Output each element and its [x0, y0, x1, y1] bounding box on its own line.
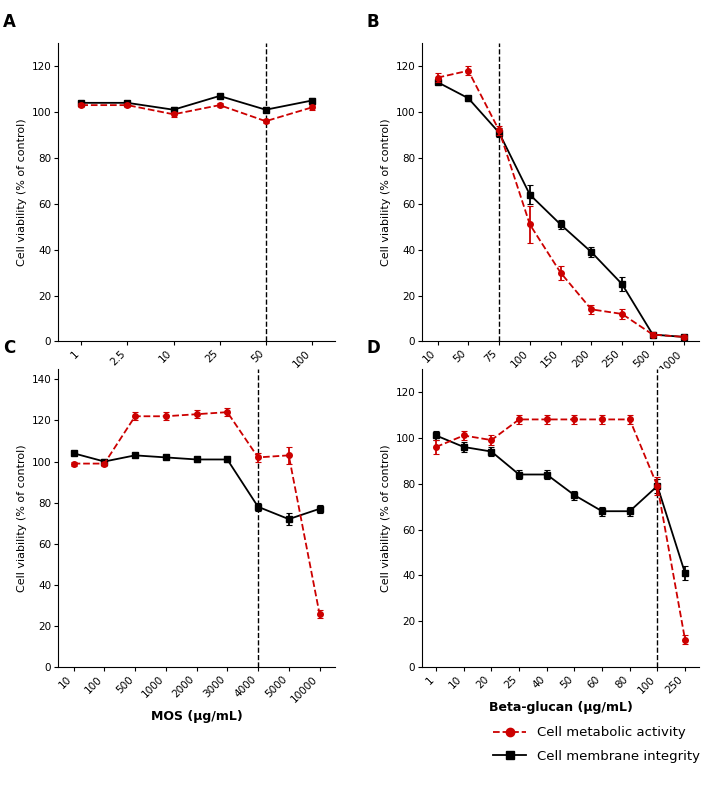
Y-axis label: Cell viability (% of control): Cell viability (% of control) [17, 119, 28, 266]
Y-axis label: Cell viability (% of control): Cell viability (% of control) [381, 444, 392, 592]
X-axis label: MOS (μg/mL): MOS (μg/mL) [151, 710, 242, 723]
X-axis label: Nucleotide (μg/mL): Nucleotide (μg/mL) [493, 379, 628, 392]
X-axis label: Beta-glucan (μg/mL): Beta-glucan (μg/mL) [488, 701, 633, 714]
Y-axis label: Cell viability (% of control): Cell viability (% of control) [17, 444, 28, 592]
Text: D: D [367, 339, 381, 357]
Y-axis label: Cell viability (% of control): Cell viability (% of control) [381, 119, 392, 266]
Text: C: C [3, 339, 15, 357]
Text: B: B [367, 13, 379, 31]
X-axis label: LPS (μg/mL): LPS (μg/mL) [154, 375, 240, 388]
Text: A: A [3, 13, 16, 31]
Legend: Cell metabolic activity, Cell membrane integrity: Cell metabolic activity, Cell membrane i… [493, 726, 700, 763]
